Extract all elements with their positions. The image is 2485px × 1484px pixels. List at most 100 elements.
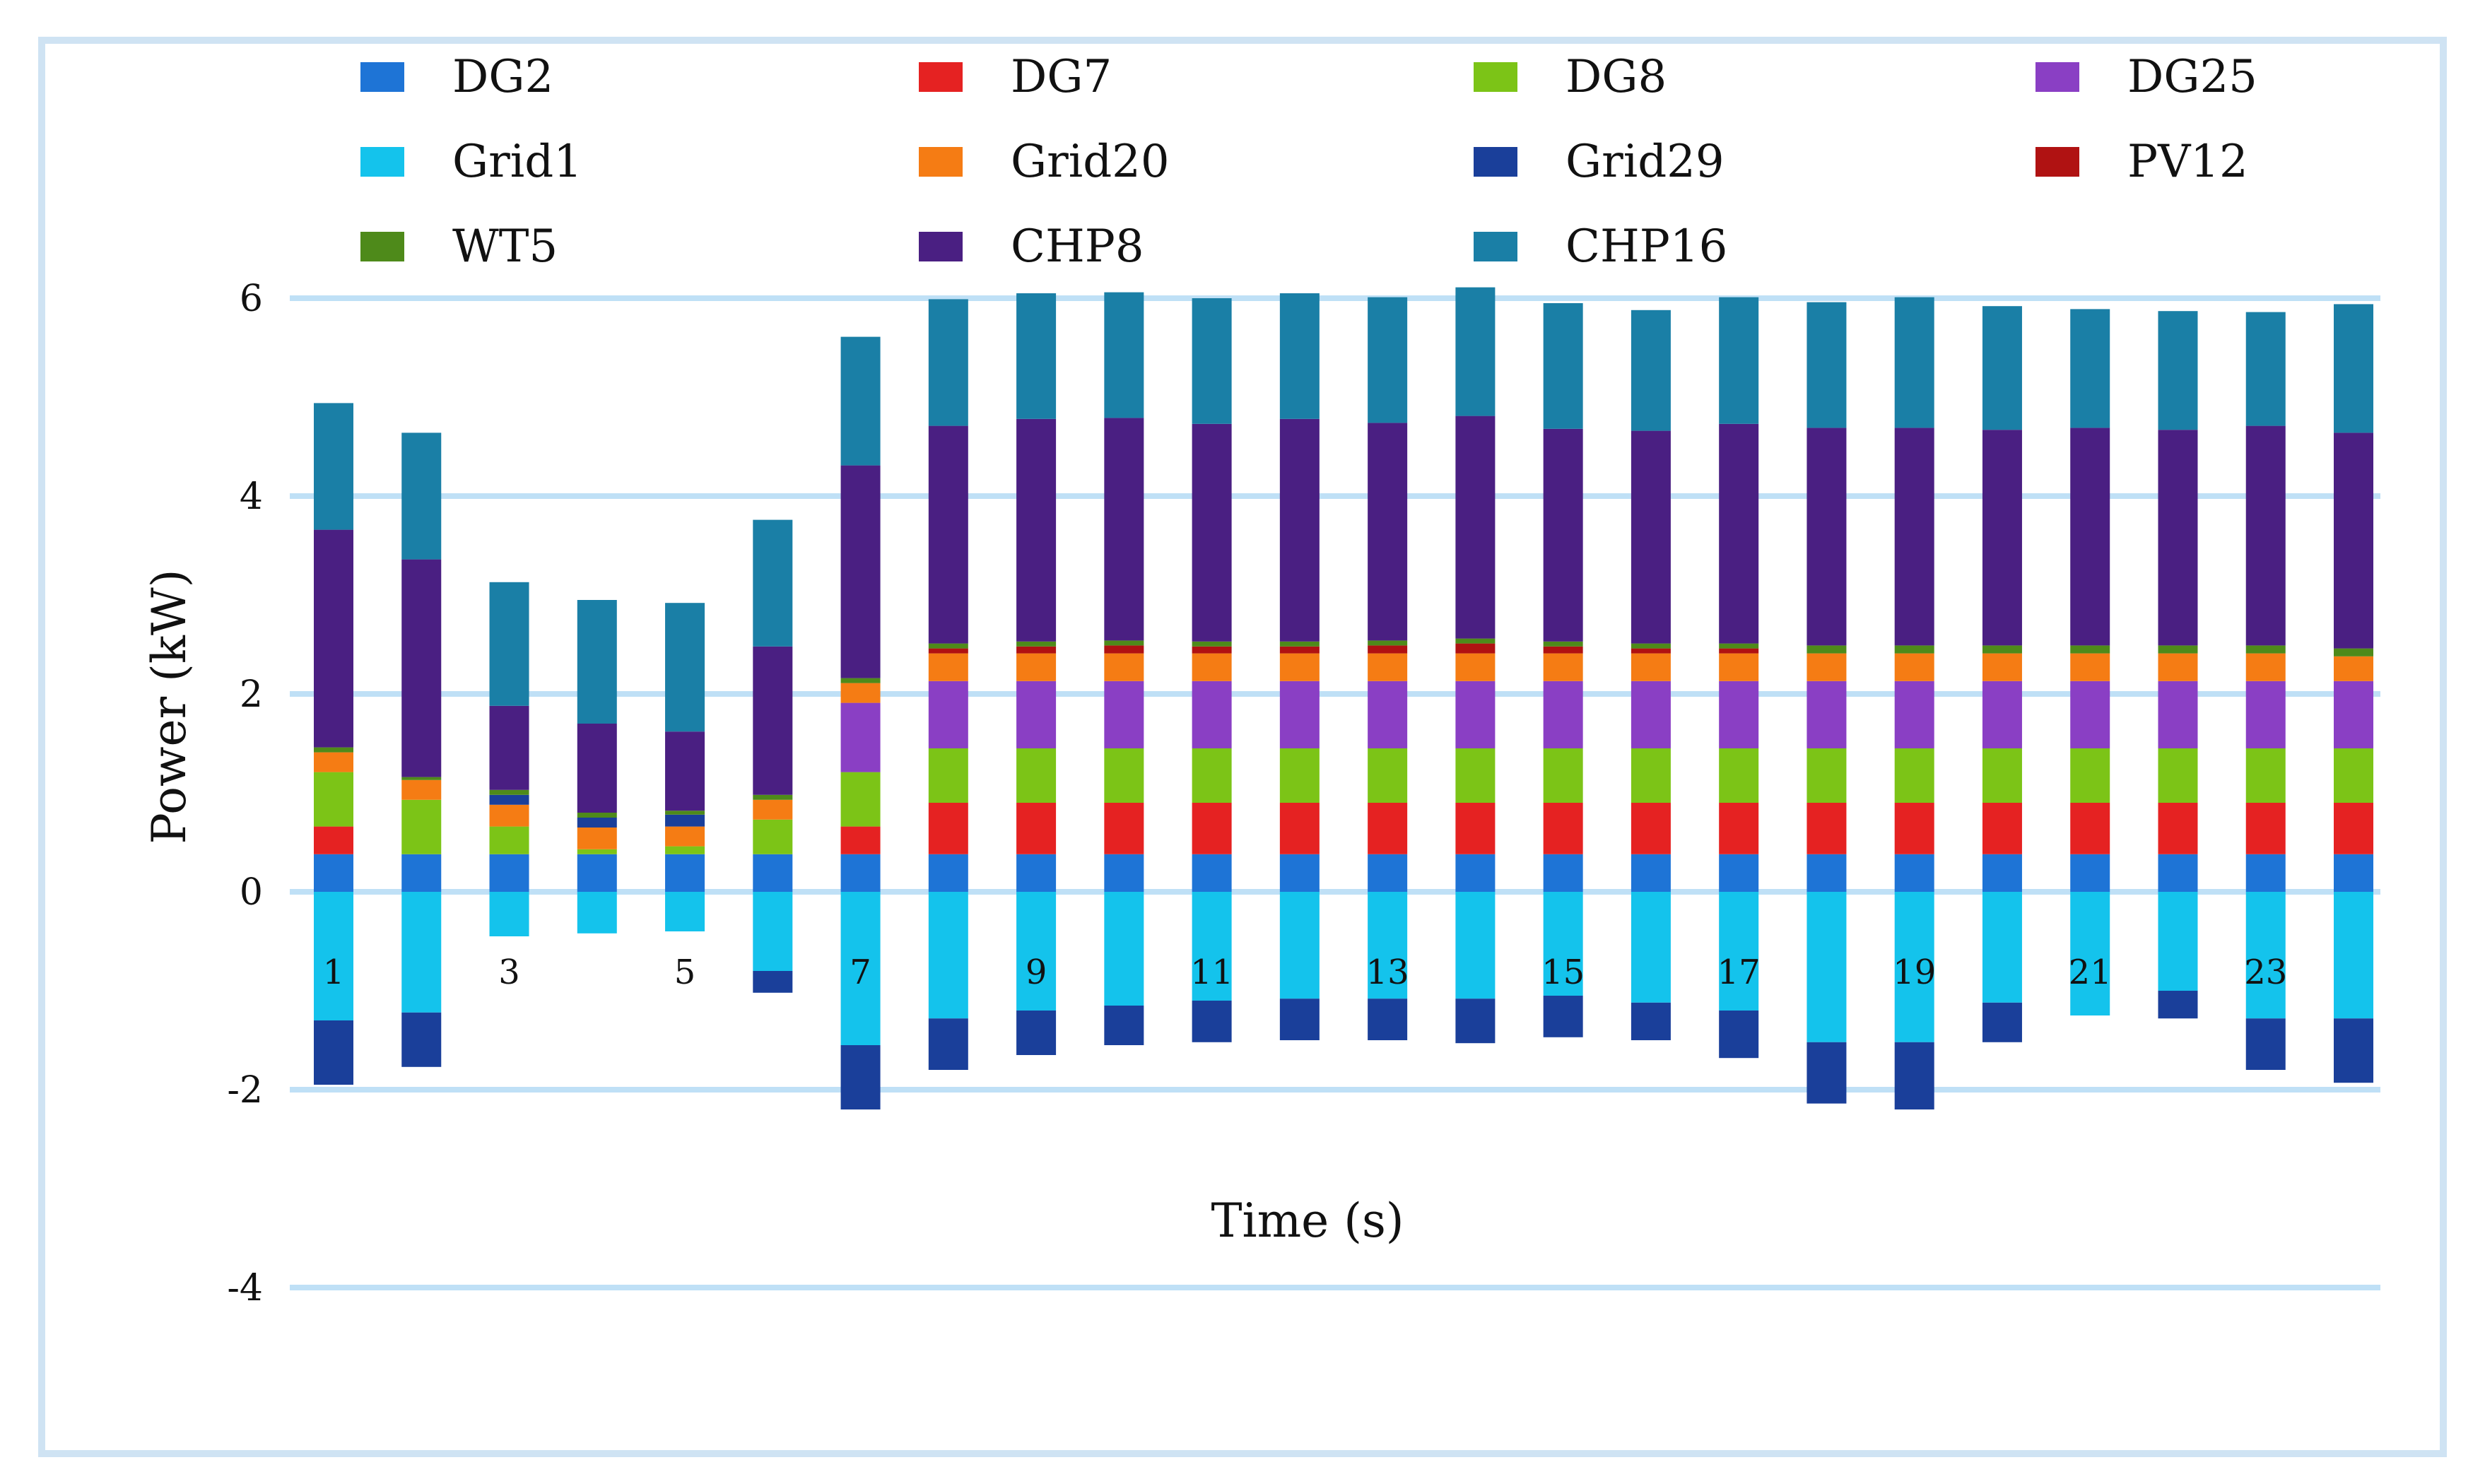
bar-segment-wt5 bbox=[2245, 645, 2286, 654]
bar-segment-grid20 bbox=[577, 828, 617, 849]
legend-label-dg7: DG7 bbox=[1011, 51, 1112, 103]
bar-segment-grid20 bbox=[928, 653, 968, 681]
bar-segment-chp16 bbox=[1192, 298, 1232, 424]
bar-segment-grid29 bbox=[577, 818, 617, 828]
bar-segment-dg7 bbox=[2334, 803, 2373, 854]
bar-segment-grid20 bbox=[1016, 653, 1057, 681]
bar-segment-dg8 bbox=[1631, 748, 1671, 803]
bar-segment-grid1 bbox=[2158, 892, 2198, 991]
bar-segment-grid1 bbox=[577, 892, 617, 934]
legend-label-grid20: Grid20 bbox=[1011, 136, 1170, 188]
bar-segment-chp16 bbox=[665, 603, 705, 732]
bar-segment-dg2 bbox=[314, 854, 353, 892]
bar-segment-dg8 bbox=[1543, 748, 1583, 803]
bar-segment-dg8 bbox=[2070, 748, 2110, 803]
bar-segment-dg7 bbox=[2158, 803, 2198, 854]
bar-segment-grid1 bbox=[1192, 892, 1232, 1001]
legend-swatch-grid1 bbox=[360, 147, 404, 177]
bar-segment-grid29 bbox=[401, 1012, 442, 1067]
bar-segment-dg25 bbox=[1719, 681, 1759, 748]
bar-segment-chp16 bbox=[2245, 312, 2286, 426]
bar-segment-dg7 bbox=[1455, 803, 1496, 854]
bar-segment-chp16 bbox=[1368, 297, 1408, 423]
bar-segment-grid29 bbox=[2245, 1018, 2286, 1070]
bar-segment-grid29 bbox=[1368, 999, 1408, 1040]
bar-segment-grid29 bbox=[489, 794, 529, 805]
bar-segment-grid29 bbox=[1016, 1011, 1057, 1055]
legend-swatch-wt5 bbox=[360, 232, 404, 261]
y-tick-label: 0 bbox=[240, 871, 263, 914]
bar-segment-wt5 bbox=[401, 777, 442, 780]
bar-segment-grid29 bbox=[928, 1018, 968, 1070]
bar-segment-grid1 bbox=[1104, 892, 1144, 1006]
bar-segment-dg7 bbox=[1807, 803, 1847, 854]
bar-segment-grid1 bbox=[840, 892, 881, 1045]
bar-segment-grid29 bbox=[1894, 1042, 1934, 1109]
bar-segment-grid29 bbox=[840, 1045, 881, 1109]
bar-segment-pv12 bbox=[1719, 648, 1759, 654]
bar-segment-dg2 bbox=[1807, 854, 1847, 892]
bar-segment-dg25 bbox=[1104, 681, 1144, 748]
bar-segment-grid1 bbox=[1455, 892, 1496, 999]
bar-segment-chp8 bbox=[2245, 425, 2286, 646]
bar-segment-dg25 bbox=[1455, 681, 1496, 748]
bar-segment-dg25 bbox=[1894, 681, 1934, 748]
bar-segment-grid20 bbox=[2158, 653, 2198, 681]
bar-segment-grid29 bbox=[1631, 1002, 1671, 1040]
bar-segment-wt5 bbox=[1279, 641, 1320, 647]
legend-label-grid1: Grid1 bbox=[452, 136, 582, 188]
bar-segment-grid1 bbox=[753, 892, 793, 971]
bar-segment-chp16 bbox=[401, 432, 442, 560]
x-category-label: 11 bbox=[1190, 953, 1233, 992]
bar-segment-dg2 bbox=[2070, 854, 2110, 892]
legend-swatch-dg8 bbox=[1474, 62, 1517, 92]
bar-segment-wt5 bbox=[1719, 643, 1759, 649]
bar-segment-dg2 bbox=[1631, 854, 1671, 892]
bar-segment-dg2 bbox=[1894, 854, 1934, 892]
bar-segment-chp16 bbox=[928, 299, 968, 426]
bar-segment-dg2 bbox=[928, 854, 968, 892]
bar-segment-pv12 bbox=[1455, 643, 1496, 654]
y-tick-label: 6 bbox=[240, 278, 263, 320]
bar-segment-grid1 bbox=[314, 892, 353, 1020]
bar-segment-wt5 bbox=[1192, 641, 1232, 647]
bar-segment-dg2 bbox=[1104, 854, 1144, 892]
legend-label-chp8: CHP8 bbox=[1011, 220, 1144, 273]
bar-segment-grid20 bbox=[840, 683, 881, 703]
bar-segment-dg7 bbox=[1894, 803, 1934, 854]
bar-segment-dg25 bbox=[2158, 681, 2198, 748]
bar-segment-chp8 bbox=[1719, 423, 1759, 644]
y-tick-label: 4 bbox=[240, 476, 263, 518]
bar-segment-wt5 bbox=[753, 794, 793, 800]
y-tick-label: 2 bbox=[240, 673, 263, 716]
bar-segment-dg25 bbox=[1368, 681, 1408, 748]
bar-segment-grid29 bbox=[1543, 996, 1583, 1037]
bar-segment-grid20 bbox=[1894, 653, 1934, 681]
bar-segment-dg2 bbox=[840, 854, 881, 892]
bar-segment-grid20 bbox=[1455, 653, 1496, 681]
bar-segment-grid1 bbox=[665, 892, 705, 931]
legend-swatch-dg25 bbox=[2035, 62, 2079, 92]
bar-segment-wt5 bbox=[1982, 645, 2022, 654]
x-category-label: 9 bbox=[1026, 953, 1047, 992]
bar-segment-grid20 bbox=[1807, 653, 1847, 681]
bar-segment-grid1 bbox=[1279, 892, 1320, 999]
bar-segment-grid29 bbox=[665, 814, 705, 827]
bar-segment-dg7 bbox=[840, 826, 881, 854]
bar-segment-chp8 bbox=[1192, 423, 1232, 642]
bar-segment-dg7 bbox=[1543, 803, 1583, 854]
bar-segment-dg8 bbox=[1719, 748, 1759, 803]
bar-segment-wt5 bbox=[489, 789, 529, 795]
bar-segment-dg25 bbox=[2245, 681, 2286, 748]
bar-segment-dg25 bbox=[1279, 681, 1320, 748]
bar-segment-dg7 bbox=[928, 803, 968, 854]
bar-segment-grid20 bbox=[1279, 653, 1320, 681]
bar-segment-dg8 bbox=[2158, 748, 2198, 803]
bar-segment-dg8 bbox=[314, 772, 353, 827]
bar-segment-wt5 bbox=[1455, 638, 1496, 644]
bar-segment-chp16 bbox=[1455, 287, 1496, 416]
bar-segment-dg25 bbox=[2334, 681, 2373, 748]
bar-segment-dg2 bbox=[1719, 854, 1759, 892]
bar-segment-dg7 bbox=[2070, 803, 2110, 854]
legend-label-chp16: CHP16 bbox=[1565, 220, 1727, 273]
